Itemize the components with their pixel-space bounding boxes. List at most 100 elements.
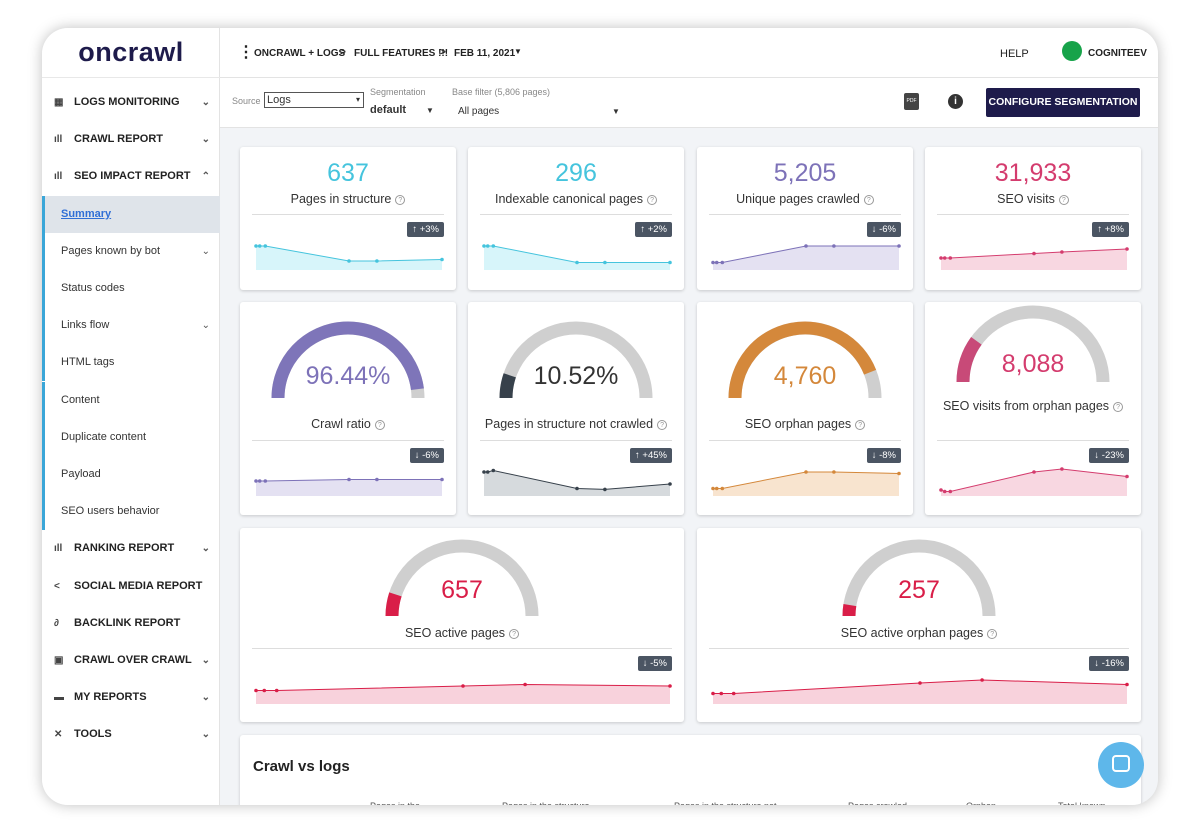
metric-label: SEO active orphan pages? (707, 625, 1131, 642)
nav-item[interactable]: Status codes (42, 270, 220, 307)
nav-item[interactable]: ıll RANKING REPORT ⌄ (54, 542, 210, 555)
nav-item[interactable]: ▬ MY REPORTS ⌄ (54, 691, 210, 704)
nav-label: Status codes (61, 282, 125, 294)
sparkline-dot (980, 678, 984, 682)
sparkline-area (941, 469, 1127, 496)
metric-value: 4,760 (773, 362, 837, 390)
sparkline-dot (942, 489, 947, 494)
change-badge: ↓ -16% (1089, 656, 1129, 671)
sparkline-dot (1125, 247, 1129, 251)
metric-value: 657 (441, 576, 483, 604)
nav-label: SOCIAL MEDIA REPORT (74, 579, 203, 592)
change-badge: ↓ -6% (409, 448, 444, 463)
sparkline-dot (440, 257, 444, 262)
sparkline-dot (939, 488, 943, 492)
sparkline-dot (804, 244, 808, 248)
change-badge: ↓ -8% (866, 448, 901, 463)
metric-label: Indexable canonical pages? (478, 191, 674, 208)
card-graphics (711, 539, 1129, 704)
nav-item[interactable]: ▦ LOGS MONITORING ⌄ (54, 96, 210, 108)
divider (480, 214, 672, 215)
sparkline-area (484, 470, 670, 496)
sparkline-dot (257, 479, 262, 483)
divider (252, 648, 672, 649)
pdf-icon[interactable]: PDF (904, 93, 919, 110)
nav-item[interactable]: ∂ BACKLINK REPORT (54, 616, 181, 629)
sparkline-dot (711, 260, 715, 265)
sparkline-dot (832, 470, 836, 474)
sparkline-dot (897, 471, 901, 476)
caret: ▼ (426, 106, 434, 115)
nav-item[interactable]: < SOCIAL MEDIA REPORT (54, 579, 203, 592)
sparkline-area (256, 246, 442, 270)
nav-item[interactable]: ıll SEO IMPACT REPORT ⌃ (54, 170, 210, 183)
info-icon[interactable]: i (948, 94, 963, 109)
sparkline-dot (254, 479, 258, 483)
menu-dots[interactable]: ⋮ (238, 44, 254, 61)
chat-button[interactable] (1098, 742, 1144, 788)
sidebar: oncrawl ▦ LOGS MONITORING ⌄ ıll CRAWL REPORT… (42, 28, 220, 805)
metric-card: 296 Indexable canonical pages? ↑ +2% (468, 147, 684, 290)
sparkline-dot (263, 479, 268, 483)
metric-label-text: Pages in structure (290, 192, 392, 206)
crumb[interactable]: FULL FEATURES !!! (354, 48, 449, 59)
sparkline-dot (375, 477, 379, 482)
sparkline-dot (939, 256, 943, 260)
segmentation-label: Segmentation (370, 87, 426, 97)
sparkline-dot (375, 259, 379, 263)
sparkline-dot (948, 489, 953, 494)
metric-value: 8,088 (1001, 350, 1065, 378)
sparkline-area (484, 246, 670, 270)
metric-label-text: SEO active orphan pages (840, 626, 984, 640)
caret: ▼ (514, 47, 522, 56)
metric-card: 10.52% Pages in structure not crawled? ↑ +… (468, 302, 684, 515)
source-value: Logs (267, 94, 291, 106)
nav-item[interactable]: Summary (42, 195, 220, 233)
nav-item[interactable]: ıll CRAWL REPORT ⌄ (54, 133, 210, 146)
change-badge: ↓ -6% (866, 222, 901, 237)
nav-label: Links flow (61, 319, 110, 332)
nav-item[interactable]: Payload (42, 456, 220, 493)
nav-item[interactable]: Pages known by bot ⌄ (42, 232, 220, 270)
base-filter-value[interactable]: All pages (458, 106, 500, 117)
nav-item[interactable]: Links flow ⌄ (42, 307, 220, 345)
card-graphics (939, 247, 1129, 270)
source-label: Source (232, 96, 261, 106)
sparkline-dot (523, 682, 527, 687)
metric-label-text: SEO active pages (404, 626, 506, 640)
column-header: Pages in the structure (502, 801, 590, 805)
sparkline-dot (262, 688, 267, 693)
gauge-track (842, 539, 996, 617)
nav-item[interactable]: HTML tags (42, 344, 220, 382)
nav-item[interactable]: ✕ TOOLS ⌄ (54, 728, 210, 741)
sparkline-dot (485, 244, 490, 248)
crumb[interactable]: FEB 11, 2021 (454, 48, 516, 59)
crumb[interactable]: ONCRAWL + LOGS (254, 48, 346, 59)
metric-label-text: SEO orphan pages (744, 417, 852, 431)
configure-button[interactable]: CONFIGURE SEGMENTATION (986, 88, 1140, 117)
card-graphics (254, 321, 444, 496)
nav-label: BACKLINK REPORT (74, 616, 181, 629)
nav-item[interactable]: Duplicate content (42, 418, 220, 456)
sparkline-dot (804, 470, 808, 474)
card-graphics (711, 244, 901, 270)
nav-item[interactable]: SEO users behavior (42, 493, 220, 531)
sparkline-dot (491, 468, 496, 473)
sparkline-dot (482, 244, 486, 248)
nav-label: Duplicate content (61, 430, 146, 443)
sparkline-dot (918, 681, 922, 685)
sparkline-dot (347, 259, 351, 263)
sparkline-area (713, 472, 899, 496)
metric-label: Pages in structure not crawled? (478, 416, 674, 433)
nav-item[interactable]: ▣ CRAWL OVER CRAWL ⌄ (54, 654, 210, 666)
segmentation-value[interactable]: default (370, 104, 407, 116)
metric-label: SEO active pages? (250, 625, 674, 642)
crumb-sep: > (440, 47, 446, 58)
source-select[interactable]: Logs ▾ (264, 92, 364, 108)
sparkline-dot (668, 482, 672, 486)
gauge-fill (385, 592, 402, 617)
help[interactable]: HELP (1000, 48, 1029, 60)
divider (937, 440, 1129, 441)
user[interactable]: COGNITEEV (1088, 48, 1147, 59)
nav-item[interactable]: Content (42, 381, 220, 419)
